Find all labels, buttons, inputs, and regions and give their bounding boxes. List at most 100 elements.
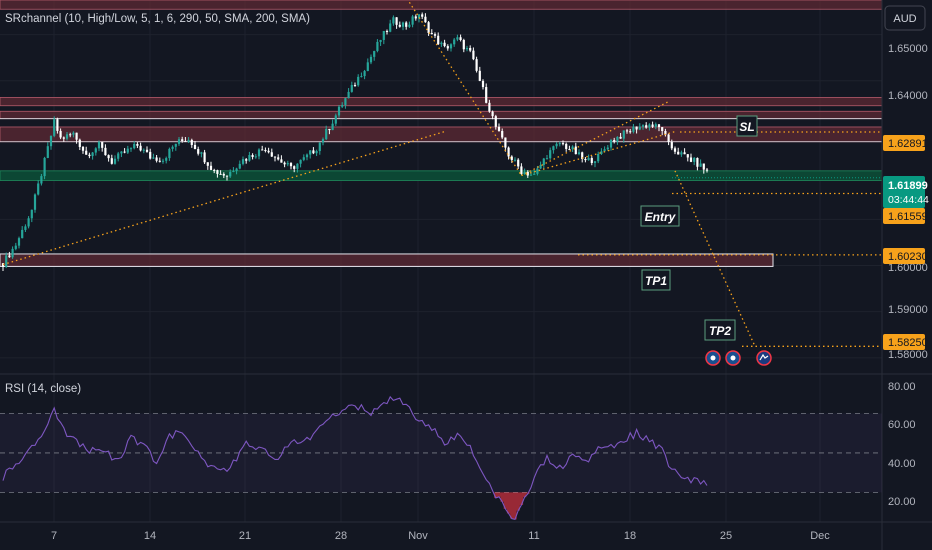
candle-body [299, 159, 302, 164]
candle-body [289, 163, 293, 167]
candle-body [53, 119, 56, 136]
candle-body [27, 218, 30, 227]
candle-body [197, 149, 200, 154]
tp2-label[interactable]: TP2 [704, 319, 736, 341]
price-tag-sl: 1.62891 [883, 135, 928, 151]
candle-body [328, 128, 331, 131]
candle-body [600, 151, 603, 154]
candle-body [529, 174, 533, 176]
candle-body [357, 76, 360, 86]
candle-body [568, 148, 571, 150]
candle-body [629, 131, 632, 133]
candle-body [417, 14, 421, 19]
candle-body [625, 130, 629, 132]
candle-body [152, 157, 155, 159]
candle-body [174, 143, 177, 147]
candle-body [449, 44, 453, 49]
candle-body [117, 153, 120, 159]
candle-body [334, 115, 337, 124]
candle-body [193, 144, 197, 150]
candle-body [24, 226, 27, 230]
candle-body [360, 76, 363, 78]
candle-body [232, 170, 235, 172]
candle-body [17, 238, 21, 246]
tp1-zone-outline [0, 253, 774, 267]
candle-body [430, 32, 433, 35]
candle-body [37, 183, 40, 195]
candle-body [657, 124, 661, 128]
tp1-label[interactable]: TP1 [641, 269, 671, 291]
candle-body [206, 162, 209, 166]
candle-body [267, 150, 270, 153]
time-tick: 25 [720, 530, 732, 542]
candle-body [216, 170, 219, 174]
candle-body [459, 37, 462, 41]
candle-body [120, 151, 123, 154]
rsi-label[interactable]: RSI (14, close) [5, 383, 81, 395]
candle-body [661, 127, 664, 131]
candle-body [46, 146, 49, 158]
candle-body [686, 154, 689, 158]
time-tick: Dec [810, 530, 830, 542]
candle-body [651, 124, 654, 127]
candle-body [693, 157, 696, 162]
candle-body [341, 105, 344, 107]
candle-body [126, 148, 129, 153]
candle-body [552, 146, 555, 151]
candlestick-series [1, 12, 709, 272]
candle-body [670, 141, 673, 149]
trend-line [521, 100, 669, 177]
candle-body [347, 91, 350, 99]
time-tick: 11 [528, 530, 539, 542]
candle-body [14, 245, 17, 249]
candle-body [501, 131, 504, 138]
candle-body [389, 23, 392, 32]
support-zone [0, 170, 883, 181]
candle-body [251, 154, 254, 158]
candle-body [129, 148, 133, 150]
candle-body [94, 148, 97, 153]
candle-body [437, 35, 440, 45]
candle-body [264, 149, 267, 151]
candle-body [456, 37, 459, 40]
candle-body [475, 59, 478, 71]
event-flag-icon[interactable] [756, 350, 772, 366]
indicator-label[interactable]: SRchannel (10, High/Low, 5, 1, 6, 290, 5… [5, 13, 310, 25]
event-flag-icon[interactable] [725, 350, 741, 366]
candle-body [33, 194, 37, 210]
currency-button[interactable]: AUD [884, 5, 926, 31]
price-tag-sl-text: 1.62891 [888, 138, 928, 150]
candle-body [1, 263, 5, 267]
candle-body [622, 130, 625, 139]
event-flag-icon[interactable] [705, 350, 721, 366]
price-tag-last: 1.61899 03:44:44 [883, 176, 929, 208]
candle-body [366, 62, 369, 71]
candle-body [312, 150, 315, 154]
candle-body [699, 163, 702, 167]
candle-body [619, 136, 622, 139]
resistance-zone [0, 253, 774, 267]
candle-body [680, 152, 683, 155]
candle-body [91, 152, 94, 157]
candle-body [433, 34, 437, 36]
candle-body [574, 146, 577, 155]
price-tag-entry: 1.61559 [883, 208, 928, 224]
price-tick: 1.58000 [888, 349, 928, 361]
candle-body [520, 166, 523, 174]
entry-label[interactable]: Entry [640, 205, 680, 227]
candle-body [280, 159, 283, 163]
candle-body [75, 132, 78, 140]
sl-label[interactable]: SL [736, 115, 758, 137]
candle-body [344, 98, 347, 106]
candle-body [184, 141, 187, 143]
candle-body [645, 125, 648, 128]
candle-body [190, 139, 193, 145]
candle-body [65, 134, 69, 139]
candle-body [664, 130, 667, 135]
candle-body [235, 168, 238, 171]
candle-body [667, 134, 670, 142]
candle-body [133, 143, 136, 149]
candle-body [587, 158, 590, 161]
candle-body [136, 143, 139, 146]
